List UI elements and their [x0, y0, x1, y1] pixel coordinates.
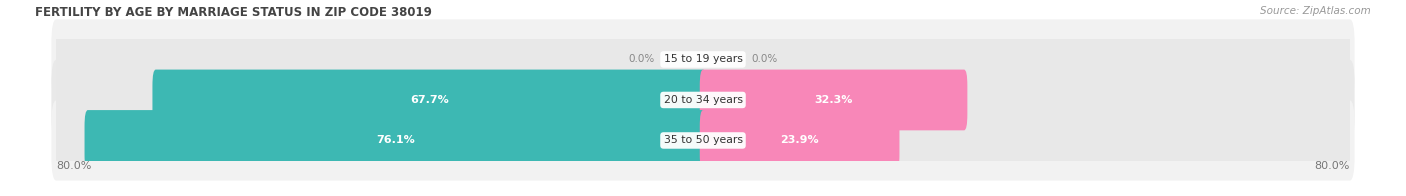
FancyBboxPatch shape — [52, 60, 1354, 140]
FancyBboxPatch shape — [700, 110, 1353, 171]
FancyBboxPatch shape — [700, 29, 1353, 90]
Text: 20 to 34 years: 20 to 34 years — [664, 95, 742, 105]
FancyBboxPatch shape — [53, 29, 706, 90]
Text: 23.9%: 23.9% — [780, 135, 818, 145]
Text: FERTILITY BY AGE BY MARRIAGE STATUS IN ZIP CODE 38019: FERTILITY BY AGE BY MARRIAGE STATUS IN Z… — [35, 6, 432, 19]
Text: 15 to 19 years: 15 to 19 years — [664, 54, 742, 64]
Text: 76.1%: 76.1% — [375, 135, 415, 145]
FancyBboxPatch shape — [53, 110, 706, 171]
Text: 0.0%: 0.0% — [752, 54, 778, 64]
Text: 0.0%: 0.0% — [628, 54, 655, 64]
Text: 67.7%: 67.7% — [411, 95, 449, 105]
FancyBboxPatch shape — [700, 110, 900, 171]
Text: 80.0%: 80.0% — [56, 161, 91, 171]
Text: 35 to 50 years: 35 to 50 years — [664, 135, 742, 145]
Text: 32.3%: 32.3% — [814, 95, 853, 105]
FancyBboxPatch shape — [53, 70, 706, 130]
Text: Source: ZipAtlas.com: Source: ZipAtlas.com — [1260, 6, 1371, 16]
FancyBboxPatch shape — [84, 110, 706, 171]
Text: 80.0%: 80.0% — [1315, 161, 1350, 171]
FancyBboxPatch shape — [52, 19, 1354, 100]
FancyBboxPatch shape — [152, 70, 706, 130]
FancyBboxPatch shape — [700, 70, 1353, 130]
FancyBboxPatch shape — [52, 100, 1354, 181]
FancyBboxPatch shape — [700, 70, 967, 130]
